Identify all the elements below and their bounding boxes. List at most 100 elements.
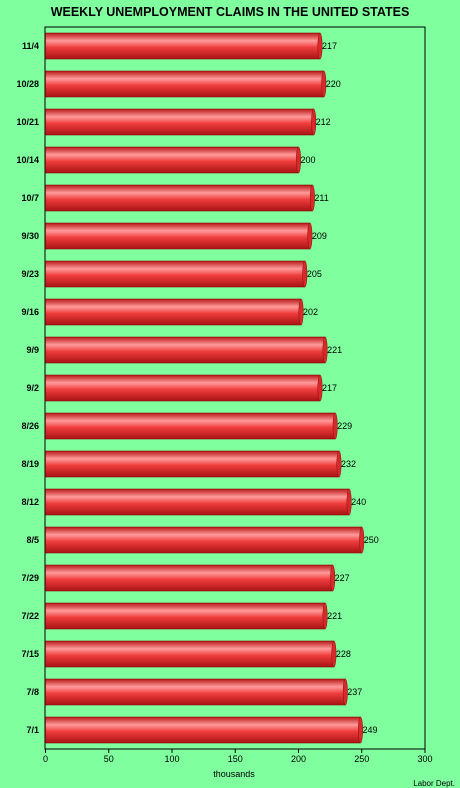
bar-end-cap [358,716,363,744]
data-label: 250 [364,535,379,545]
bar [45,450,340,478]
category-label: 7/22 [21,611,39,621]
data-label: 212 [316,117,331,127]
data-label: 221 [327,345,342,355]
bar-end-cap [330,564,336,592]
bar [45,336,326,364]
data-label: 200 [301,155,316,165]
bar [45,70,325,98]
bar-end-cap [302,260,308,288]
bar [45,108,314,136]
category-label: 8/19 [21,459,39,469]
bar-end-cap [298,298,304,326]
bar [45,526,363,554]
data-label: 209 [312,231,327,241]
category-label: 9/16 [21,307,39,317]
x-tick-label: 0 [43,754,48,764]
bar [45,184,313,212]
bar-group: 229 8/26 [21,412,352,440]
bar-group: 250 8/5 [26,526,379,554]
data-label: 220 [326,79,341,89]
bar-end-cap [317,374,323,402]
bar-end-cap [322,336,328,364]
bar-group: 240 8/12 [21,488,366,516]
x-tick-label: 250 [354,754,369,764]
category-label: 9/2 [26,383,39,393]
category-label: 7/8 [26,687,39,697]
bar [45,716,361,744]
chart-title: WEEKLY UNEMPLOYMENT CLAIMS IN THE UNITED… [51,5,410,19]
bar-end-cap [311,108,317,136]
bar [45,298,302,326]
bar-end-cap [322,602,328,630]
bar-group: 205 9/23 [21,260,322,288]
category-label: 11/4 [22,41,39,51]
bar-end-cap [309,184,315,212]
bar-group: 202 9/16 [21,298,318,326]
data-label: 211 [314,193,328,203]
x-tick-label: 200 [291,754,306,764]
bar [45,564,333,592]
data-label: 205 [307,269,322,279]
category-label: 10/7 [21,193,39,203]
source-note: Labor Dept. [413,779,455,788]
x-tick-label: 300 [417,754,432,764]
data-label: 249 [362,725,377,735]
category-label: 10/28 [16,79,39,89]
bar-end-cap [307,222,313,250]
bar-group: 221 9/9 [26,336,342,364]
bar-end-cap [336,450,342,478]
bar-end-cap [342,678,348,706]
bar-group: 228 7/15 [21,640,351,668]
data-label: 217 [322,41,337,51]
bar-end-cap [359,526,365,554]
category-label: 9/30 [21,231,39,241]
data-label: 240 [351,497,366,507]
bar [45,32,321,60]
bar [45,602,326,630]
category-label: 7/29 [21,573,39,583]
bar [45,222,311,250]
category-label: 10/14 [16,155,39,165]
category-label: 8/12 [21,497,39,507]
data-label: 227 [335,573,350,583]
bar [45,412,336,440]
bar-group: 212 10/21 [16,108,331,136]
data-label: 228 [336,649,351,659]
bar-end-cap [331,640,337,668]
category-label: 8/26 [21,421,39,431]
bar [45,260,306,288]
bar-group: 211 10/7 [21,184,329,212]
bar [45,374,321,402]
data-label: 237 [347,687,362,697]
bar-group: 217 11/4 [22,32,337,60]
bar-end-cap [332,412,338,440]
bar-group: 227 7/29 [21,564,350,592]
x-axis-label: thousands [213,769,255,779]
category-label: 7/1 [26,725,39,735]
bar-end-cap [317,32,323,60]
bar-end-cap [296,146,301,174]
x-tick-label: 150 [228,754,243,764]
bar-group: 217 9/2 [26,374,337,402]
x-tick-label: 100 [164,754,179,764]
data-label: 229 [337,421,352,431]
data-label: 221 [327,611,342,621]
bar-group: 237 7/8 [26,678,362,706]
bar-group: 221 7/22 [21,602,342,630]
bar [45,146,299,174]
bar-end-cap [321,70,327,98]
category-label: 10/21 [16,117,39,127]
bar-group: 249 7/1 [26,716,378,744]
bar-group: 220 10/28 [16,70,341,98]
data-label: 202 [303,307,318,317]
bar [45,678,346,706]
bar-group: 232 8/19 [21,450,356,478]
bar [45,640,335,668]
bar-end-cap [346,488,352,516]
category-label: 9/9 [26,345,39,355]
category-label: 7/15 [21,649,39,659]
bar-group: 200 10/14 [16,146,316,174]
category-label: 8/5 [26,535,39,545]
